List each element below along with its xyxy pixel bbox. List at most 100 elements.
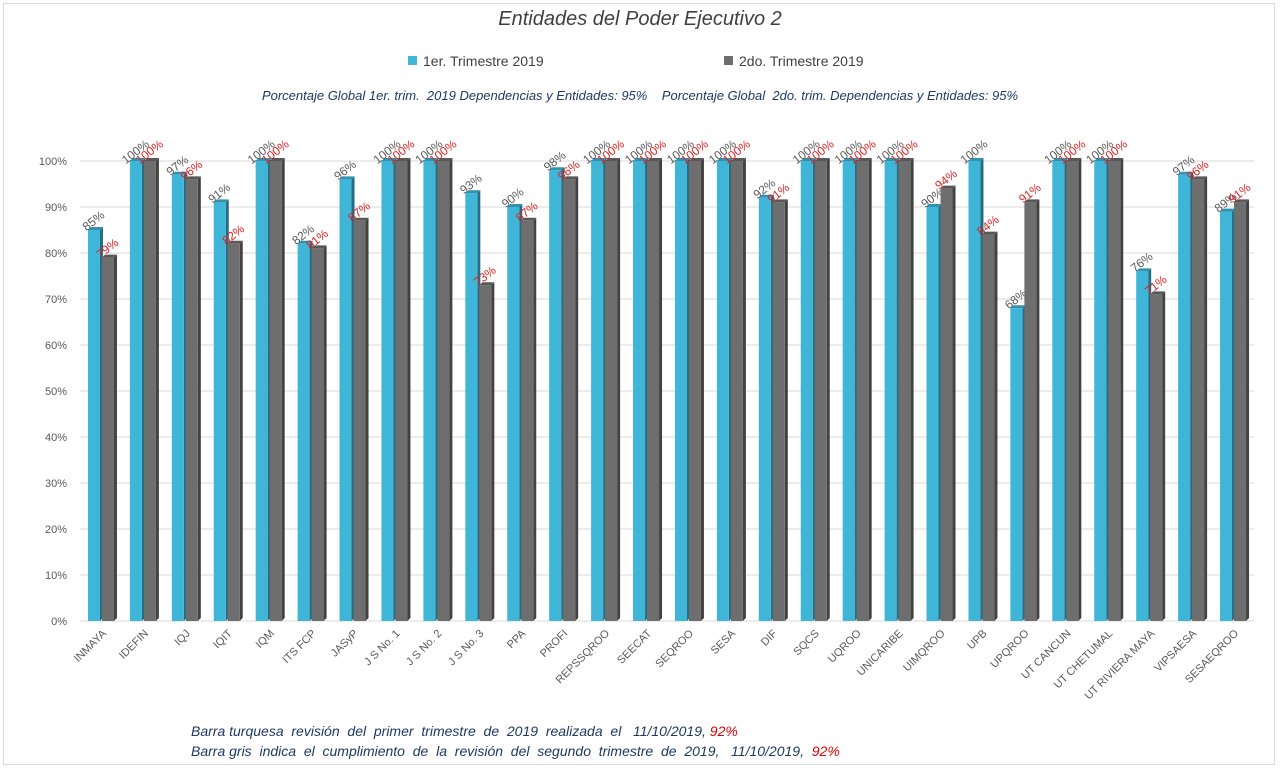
x-tick-label: IQIT xyxy=(211,627,235,651)
bar-side xyxy=(491,282,495,621)
bar-top xyxy=(674,158,690,161)
bar xyxy=(563,179,576,621)
bar-top xyxy=(968,158,984,161)
bar xyxy=(87,230,100,621)
x-tick-label: ITS FCP xyxy=(280,628,318,666)
bar xyxy=(982,234,995,621)
legend-item-series-1: 1er. Trimestre 2019 xyxy=(408,53,544,69)
bar xyxy=(423,161,436,621)
bar-side xyxy=(1120,158,1124,621)
bar-side xyxy=(575,176,579,621)
bar-top xyxy=(213,199,229,203)
bar-top xyxy=(898,158,914,161)
bar-side xyxy=(1246,199,1250,621)
bar-side xyxy=(910,158,914,621)
x-tick-label: SEQROO xyxy=(653,627,696,670)
bar-top xyxy=(688,158,704,161)
bar xyxy=(311,248,324,621)
chart-frame xyxy=(3,3,1275,765)
x-tick-label: JASyP xyxy=(329,628,361,660)
bar-side xyxy=(449,158,453,621)
x-tick-label: J S No. 1 xyxy=(362,628,402,668)
bar xyxy=(465,193,478,621)
bar xyxy=(730,161,743,621)
bar-side xyxy=(1204,176,1208,621)
bar-top xyxy=(381,158,397,161)
bar xyxy=(800,161,813,621)
bar-top xyxy=(1066,158,1082,161)
footnote-2-percent: 92% xyxy=(811,743,840,759)
footnote-2: Barra gris indica el cumplimiento de la … xyxy=(191,743,840,759)
bar xyxy=(339,179,352,621)
bar-top xyxy=(185,176,201,180)
bar-top xyxy=(1010,305,1026,309)
y-tick-label: 10% xyxy=(45,570,67,582)
x-tick-label: SQCS xyxy=(791,628,822,659)
bar-top xyxy=(800,158,816,161)
bar-top xyxy=(395,158,411,161)
bar-side xyxy=(113,254,117,621)
legend-swatch-series-2 xyxy=(724,56,733,65)
y-tick-label: 50% xyxy=(45,386,67,398)
y-tick-label: 30% xyxy=(45,478,67,490)
bar xyxy=(591,161,604,621)
bar-side xyxy=(994,231,998,621)
bar-top xyxy=(647,158,663,161)
global-percentage-text: Porcentaje Global 1er. trim. 2019 Depend… xyxy=(261,88,1019,103)
bar-top xyxy=(227,240,243,244)
bar-top xyxy=(982,231,998,235)
bar xyxy=(297,243,310,622)
bar xyxy=(1010,308,1023,621)
bar xyxy=(1150,294,1163,621)
bar xyxy=(1094,161,1107,621)
x-tick-label: IQJ xyxy=(172,628,193,649)
bar-top xyxy=(1136,268,1152,272)
bar xyxy=(940,188,953,621)
x-tick-label: SEECAT xyxy=(615,627,654,666)
bar-side xyxy=(952,185,956,621)
x-tick-label: UT RIVIERA MAYA xyxy=(1083,627,1158,702)
bar xyxy=(1178,174,1191,622)
bar-top xyxy=(563,176,579,180)
bar-top xyxy=(940,185,956,189)
x-tick-label: UPB xyxy=(965,628,989,652)
bar-top xyxy=(1108,158,1124,161)
x-tick-label: DIF xyxy=(759,627,780,648)
bar xyxy=(1136,271,1149,621)
bar-top xyxy=(856,158,872,161)
bar xyxy=(227,243,240,622)
bar xyxy=(507,207,520,621)
bar xyxy=(758,197,771,622)
bar-top xyxy=(339,176,355,180)
bar-side xyxy=(784,199,788,621)
bar xyxy=(521,220,534,622)
bar xyxy=(1234,202,1247,621)
x-tick-label: IQM xyxy=(254,628,277,651)
bar-side xyxy=(700,158,704,621)
y-tick-label: 0% xyxy=(51,616,67,628)
bar xyxy=(842,161,855,621)
x-tick-label: SESA xyxy=(709,627,739,657)
bar xyxy=(856,161,869,621)
bar-side xyxy=(1162,291,1166,621)
y-tick-label: 60% xyxy=(45,340,67,352)
bar-top xyxy=(633,158,649,161)
legend-label-series-2: 2do. Trimestre 2019 xyxy=(739,53,864,69)
legend-item-series-2: 2do. Trimestre 2019 xyxy=(724,53,864,69)
bar-side xyxy=(1078,158,1082,621)
bar xyxy=(968,161,981,621)
bar-top xyxy=(1024,199,1040,203)
bar-side xyxy=(239,240,243,622)
bar xyxy=(814,161,827,621)
bar-top xyxy=(423,158,439,161)
bar-top xyxy=(1150,291,1166,295)
bar-top xyxy=(311,245,327,249)
bar-top xyxy=(591,158,607,161)
footnote-1-percent: 92% xyxy=(709,723,738,739)
bar-side xyxy=(533,217,537,622)
bar xyxy=(1108,161,1121,621)
bar xyxy=(255,161,268,621)
bar xyxy=(479,285,492,621)
bar xyxy=(437,161,450,621)
